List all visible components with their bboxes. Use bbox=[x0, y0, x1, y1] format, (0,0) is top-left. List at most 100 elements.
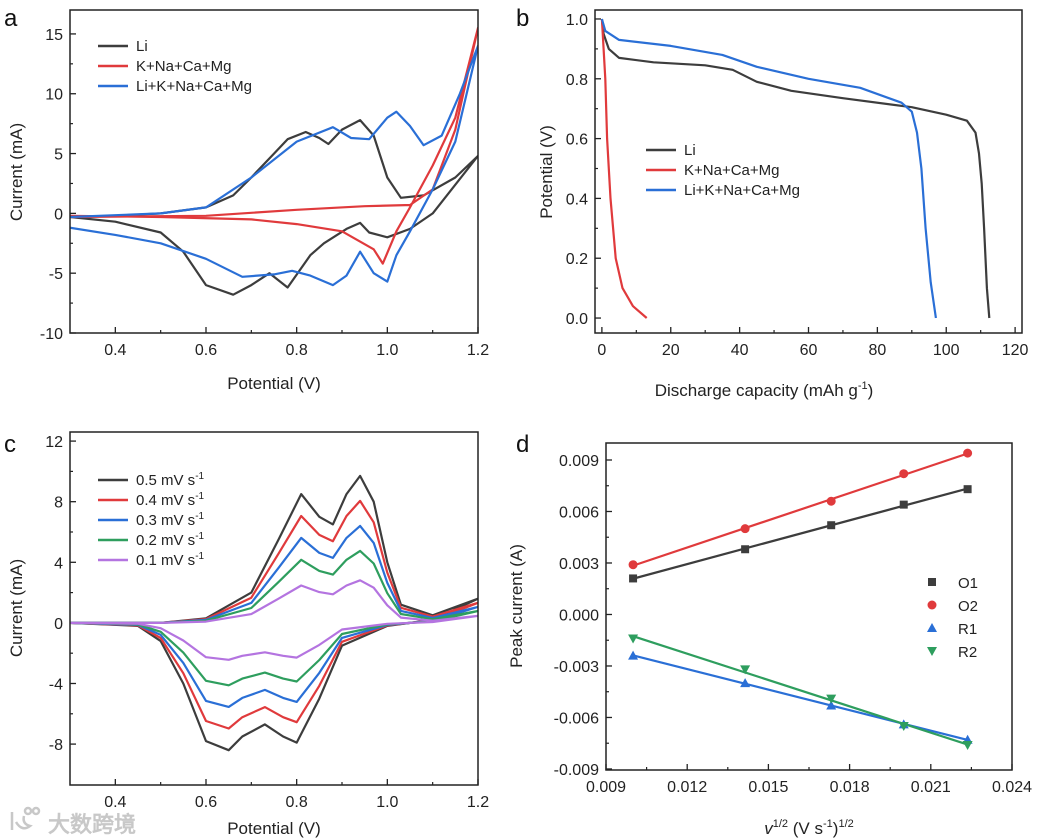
y-tick-label: 0.2 bbox=[566, 251, 588, 268]
legend-label-sup: -1 bbox=[195, 511, 204, 522]
y-tick-label: 0.8 bbox=[566, 72, 588, 89]
data-point-O1 bbox=[963, 485, 972, 494]
x-axis-title-sup: -1 bbox=[858, 380, 868, 392]
x-tick-label: 0.009 bbox=[586, 779, 626, 796]
y-tick-label: -4 bbox=[49, 676, 63, 693]
legend-label-sup: -1 bbox=[195, 471, 204, 482]
x-tick-label: 0.4 bbox=[104, 794, 126, 811]
panel-c: c 0.4 0.6 0.8 1.0 1.2 -8 -4 0 4 8 12 Potential (V) Cu… bbox=[4, 431, 489, 838]
legend-label-text: K+Na+Ca+Mg bbox=[684, 162, 779, 179]
x-tick-label: 0 bbox=[597, 342, 606, 359]
legend-label-text: Li bbox=[136, 38, 148, 55]
legend-label: O2 bbox=[958, 598, 978, 615]
panel-letter: a bbox=[4, 5, 18, 32]
data-point-R1 bbox=[740, 678, 751, 688]
plot-frame bbox=[594, 9, 1023, 334]
series-line-0-3-mV-s bbox=[70, 524, 478, 709]
legend-label-text: Li+K+Na+Ca+Mg bbox=[684, 182, 800, 199]
y-tick-label: 4 bbox=[54, 555, 63, 572]
legend-label: R2 bbox=[958, 644, 977, 661]
series-line-0-1-mV-s bbox=[70, 579, 478, 661]
plot-frame bbox=[605, 442, 1013, 771]
data-point-O1 bbox=[741, 545, 750, 554]
x-axis-title-sup: 1/2 bbox=[838, 818, 853, 830]
y-tick-label: 0.0 bbox=[566, 311, 588, 328]
y-axis-title: Potential (V) bbox=[537, 125, 556, 219]
y-axis-title: Current (mA) bbox=[7, 559, 26, 657]
panel-letter: b bbox=[516, 5, 529, 32]
panel-letter: d bbox=[516, 431, 529, 458]
series-line-Li-K-Na-Ca-Mg bbox=[600, 18, 937, 319]
y-tick-label: 0.003 bbox=[559, 556, 599, 573]
data-point-O2 bbox=[963, 448, 973, 458]
x-axis-title-sup: -1 bbox=[823, 818, 833, 830]
y-tick-label: 0.000 bbox=[559, 607, 599, 624]
y-axis-title: Peak current (A) bbox=[507, 544, 526, 668]
y-tick-label: 0.009 bbox=[559, 453, 599, 470]
y-tick-label: 10 bbox=[45, 87, 63, 104]
plot-area bbox=[70, 26, 478, 296]
legend-label: 0.3 mV s-1 bbox=[136, 511, 205, 529]
x-axis-title: Potential (V) bbox=[227, 819, 321, 838]
legend-label-text: Li bbox=[684, 142, 696, 159]
series-line-0-2-mV-s bbox=[70, 549, 478, 687]
x-axis-title: Potential (V) bbox=[227, 374, 321, 393]
y-tick-label: -10 bbox=[40, 326, 63, 343]
series-line-K-Na-Ca-Mg bbox=[600, 18, 648, 319]
legend-label: Li+K+Na+Ca+Mg bbox=[684, 182, 800, 199]
legend-marker bbox=[927, 600, 937, 610]
x-tick-label: 100 bbox=[933, 342, 960, 359]
y-tick-label: 15 bbox=[45, 27, 63, 44]
data-point-O1 bbox=[827, 521, 836, 530]
plot-area bbox=[600, 18, 991, 319]
panel-letter: c bbox=[4, 431, 16, 458]
x-tick-label: 0.015 bbox=[748, 779, 788, 796]
legend-label-text: 0.1 mV s bbox=[136, 552, 195, 569]
y-tick-label: 12 bbox=[45, 434, 63, 451]
legend-label: Li bbox=[684, 142, 696, 159]
data-point-O1 bbox=[899, 500, 908, 509]
y-tick-label: 1.0 bbox=[566, 12, 588, 29]
plot-frame bbox=[69, 431, 479, 786]
x-axis-title-text: Discharge capacity (mAh g bbox=[655, 381, 858, 400]
fit-line-R2 bbox=[632, 635, 968, 746]
legend-label-sup: -1 bbox=[195, 551, 204, 562]
y-tick-label: -0.009 bbox=[554, 762, 599, 779]
x-axis-title-mid: (V s bbox=[788, 819, 823, 838]
series-line-K-Na-Ca-Mg bbox=[70, 26, 478, 265]
legend-label: K+Na+Ca+Mg bbox=[684, 162, 779, 179]
legend-label-text: Li+K+Na+Ca+Mg bbox=[136, 78, 252, 95]
x-tick-label: 0.024 bbox=[992, 779, 1032, 796]
x-tick-label: 0.012 bbox=[667, 779, 707, 796]
data-point-R2 bbox=[898, 722, 909, 732]
data-point-R2 bbox=[962, 740, 973, 750]
y-tick-label: 0 bbox=[54, 616, 63, 633]
watermark: 大数跨境 bbox=[48, 812, 136, 837]
x-tick-label: 0.018 bbox=[830, 779, 870, 796]
x-tick-label: 1.2 bbox=[467, 342, 489, 359]
plot-area bbox=[70, 474, 478, 752]
legend-label: Li bbox=[136, 38, 148, 55]
legend-label-text: 0.4 mV s bbox=[136, 492, 195, 509]
legend-marker bbox=[928, 578, 936, 586]
x-axis-title-end: ) bbox=[868, 381, 874, 400]
y-tick-label: 0 bbox=[54, 206, 63, 223]
y-tick-label: -8 bbox=[49, 737, 63, 754]
x-tick-label: 0.021 bbox=[911, 779, 951, 796]
y-tick-label: -0.003 bbox=[554, 659, 599, 676]
data-point-O2 bbox=[899, 469, 909, 479]
x-tick-label: 120 bbox=[1002, 342, 1029, 359]
legend-label: 0.5 mV s-1 bbox=[136, 471, 205, 489]
legend-label: 0.1 mV s-1 bbox=[136, 551, 205, 569]
series-line-0-4-mV-s bbox=[70, 499, 478, 730]
panel-a: a 0.4 0.6 0.8 1.0 1.2 -10 -5 0 5 10 15 Potential (V)… bbox=[4, 5, 489, 393]
y-tick-label: -5 bbox=[49, 266, 63, 283]
panel-d: d 0.009 0.012 0.015 0.018 0.021 0.024 -0.009 -0.… bbox=[507, 431, 1032, 838]
legend-label: 0.2 mV s-1 bbox=[136, 531, 205, 549]
data-point-R2 bbox=[826, 694, 837, 704]
x-axis-title-v: v bbox=[764, 819, 774, 838]
data-point-O2 bbox=[826, 496, 836, 506]
x-axis-title-end: ) bbox=[833, 819, 839, 838]
legend-label-sup: -1 bbox=[195, 491, 204, 502]
